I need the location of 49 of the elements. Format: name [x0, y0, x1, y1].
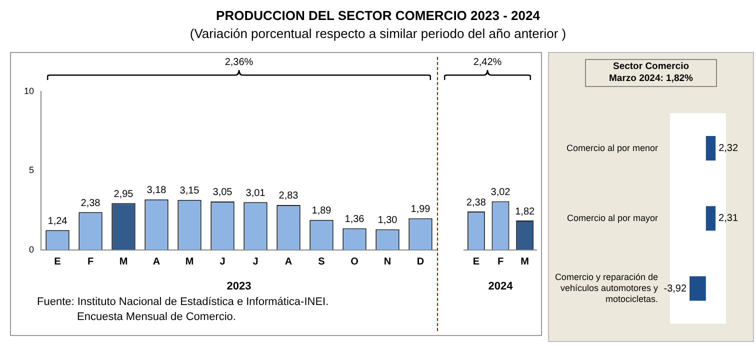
x-tick-label: M — [185, 256, 194, 268]
x-tick-label: F — [87, 256, 94, 268]
x-tick-label: E — [472, 256, 480, 268]
data-label: -3,92 — [664, 283, 687, 294]
data-label: 1,82 — [515, 206, 535, 218]
data-label: 3,18 — [146, 185, 167, 196]
x-tick-label: F — [497, 256, 504, 268]
y-tick-label: 10 — [24, 86, 34, 96]
x-tick-label: A — [152, 256, 160, 268]
data-label: 3,05 — [212, 187, 233, 198]
y-tick-label: Comercio al por menor — [566, 142, 658, 153]
x-axis-title: 2024 — [488, 280, 514, 292]
data-label: 1,36 — [344, 214, 365, 226]
y-tick-label: Comercio y reparación de vehículos automotores y motocicletas. — [554, 272, 658, 304]
data-label: 3,02 — [490, 186, 511, 198]
data-label: 2,95 — [114, 188, 134, 200]
x-tick-label: E — [54, 256, 62, 268]
x-tick-label: D — [416, 256, 424, 268]
text: 2,36% — [224, 57, 254, 69]
data-label: 3,15 — [180, 186, 200, 197]
x-tick-label: M — [119, 256, 128, 268]
chart-subtitle: Marzo 2024: 1,82% — [608, 73, 694, 85]
chart-title: Sector Comercio — [612, 61, 690, 73]
data-label: 1,30 — [378, 214, 398, 226]
text: Encuesta Mensual de Comercio. — [76, 310, 237, 325]
data-label: 1,24 — [48, 216, 68, 227]
source-note: Fuente: Instituto Nacional de Estadística e Informática-INEI. — [37, 295, 329, 310]
x-axis-title: 2023 — [226, 280, 252, 292]
x-tick-label: A — [284, 256, 292, 268]
x-tick-label: M — [520, 256, 530, 268]
data-label: 2,38 — [80, 198, 101, 209]
data-label: 2,83 — [278, 190, 299, 202]
chart-title: PRODUCCION DEL SECTOR COMERCIO 2023 - 2024 — [215, 8, 541, 25]
x-tick-label: J — [252, 256, 258, 268]
data-label: 1,99 — [410, 204, 431, 216]
x-tick-label: N — [384, 256, 392, 268]
data-label: 2,31 — [718, 213, 738, 224]
x-tick-label: O — [350, 256, 359, 268]
x-tick-label: S — [318, 256, 326, 268]
data-label: 2,32 — [718, 143, 738, 154]
data-label: 3,01 — [246, 188, 266, 199]
y-tick-label: Comercio al por mayor — [566, 212, 658, 223]
text: 2,42% — [472, 57, 503, 69]
y-tick-label: 5 — [28, 165, 34, 176]
chart-subtitle: (Variación porcentual respecto a similar periodo del año anterior ) — [188, 26, 568, 43]
x-tick-label: J — [220, 256, 226, 268]
data-label: 1,89 — [312, 206, 332, 217]
data-label: 2,38 — [466, 197, 486, 208]
y-tick-label: 0 — [28, 244, 34, 254]
